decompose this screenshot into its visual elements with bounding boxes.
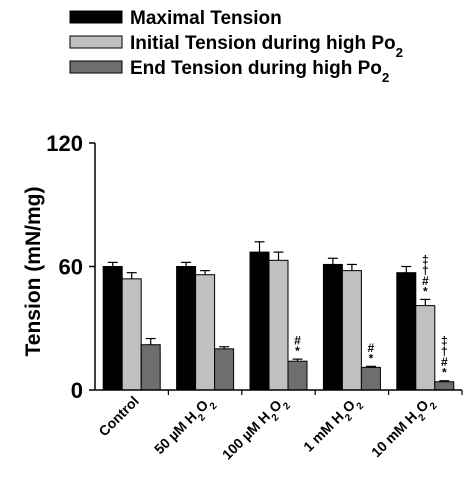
significance-mark: # <box>422 274 429 288</box>
y-tick-label: 120 <box>46 131 83 156</box>
bar-1-3 <box>249 251 270 391</box>
significance-mark: ‡ <box>441 334 448 348</box>
bar-1-4 <box>322 263 343 391</box>
x-tick-label-1: Control <box>95 393 142 440</box>
bar-1-2 <box>176 266 197 391</box>
bar-1-1 <box>102 266 123 391</box>
bar-2-3 <box>268 259 289 391</box>
bar-2-1 <box>121 278 142 391</box>
bar-2-4 <box>341 270 362 391</box>
legend-label-3: End Tension during high Po2 <box>130 58 389 85</box>
legend: Maximal Tension Initial Tension during hi… <box>69 8 403 85</box>
bar-3-3 <box>287 360 308 391</box>
bar-3-2 <box>214 348 235 391</box>
legend-swatch-1 <box>69 10 123 24</box>
bar-3-5 <box>434 381 455 391</box>
legend-swatch-2 <box>69 35 123 49</box>
legend-label-2: Initial Tension during high Po2 <box>130 33 403 60</box>
significance-mark: * <box>442 366 447 380</box>
significance-mark: # <box>368 341 375 355</box>
x-tick-label-4: 1 mM H2O2 <box>300 392 366 458</box>
significance-mark: # <box>441 355 448 369</box>
x-tick-label-3: 100 µM H2O2 <box>219 392 293 466</box>
significance-mark: ‡ <box>422 253 429 267</box>
x-tick-label-5: 10 mM H2O2 <box>368 392 440 464</box>
legend-swatch-3 <box>69 60 123 74</box>
y-axis-label: Tension (mN/mg) <box>22 187 45 357</box>
significance-mark: # <box>294 334 301 348</box>
significance-mark: * <box>295 344 300 358</box>
bar-1-5 <box>396 272 417 391</box>
y-tick-label: 0 <box>71 378 83 403</box>
bar-3-4 <box>360 366 381 391</box>
plot-area: ‡†#*#* #*‡†#* <box>102 241 455 391</box>
significance-mark: * <box>423 284 428 298</box>
bar-2-5 <box>415 305 436 391</box>
significance-mark: † <box>441 345 448 359</box>
bar-2-2 <box>195 274 216 391</box>
legend-label-1: Maximal Tension <box>130 8 282 29</box>
significance-mark: * <box>369 351 374 365</box>
y-tick-label: 60 <box>59 255 83 280</box>
significance-mark: † <box>422 263 429 277</box>
x-tick-label-2: 50 µM H2O2 <box>151 392 220 461</box>
bar-3-1 <box>140 344 161 391</box>
